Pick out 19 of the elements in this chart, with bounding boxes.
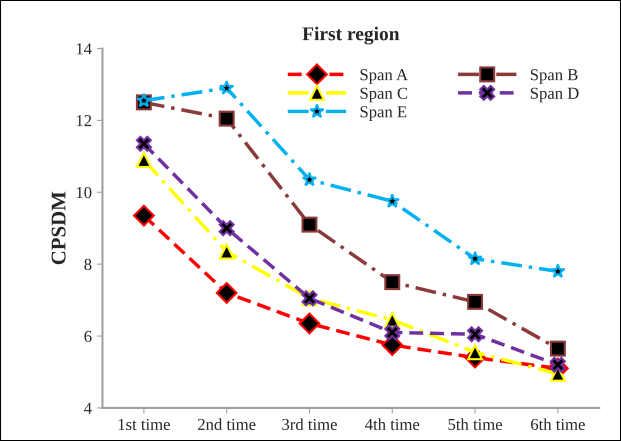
y-tick-label: 8: [84, 258, 92, 270]
legend-label: Span C: [360, 88, 408, 102]
legend-label: Span E: [360, 106, 406, 121]
x-tick-label: 1st time: [118, 418, 170, 430]
x-tick-label: 2nd time: [198, 418, 256, 430]
y-tick-label: 12: [76, 115, 92, 126]
y-tick-label: 4: [84, 402, 92, 414]
x-tick-label: 4th time: [365, 418, 420, 430]
x-tick-label: 3rd time: [282, 418, 337, 430]
legend-label: Span B: [530, 69, 578, 84]
legend-label: Span D: [530, 88, 579, 102]
x-tick-label: 6th time: [531, 418, 585, 430]
y-tick-label: 14: [76, 43, 92, 54]
y-tick-label: 10: [76, 186, 92, 198]
y-tick-label: 6: [84, 330, 92, 342]
y-axis-title: CPSDM: [52, 192, 66, 264]
x-tick-label: 5th time: [448, 418, 502, 430]
legend-label: Span A: [360, 69, 408, 84]
chart-title: First region: [302, 26, 400, 44]
